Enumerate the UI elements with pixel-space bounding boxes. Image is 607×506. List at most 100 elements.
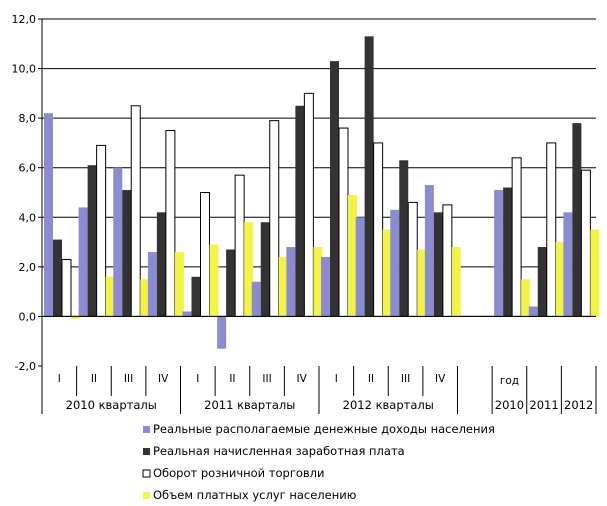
bar — [442, 204, 453, 317]
bar — [494, 190, 504, 317]
bar — [165, 130, 176, 317]
bar — [546, 142, 557, 317]
bar — [424, 185, 434, 317]
legend-label: Реальная начисленная заработная плата — [153, 444, 405, 458]
category-label: 2011 — [529, 398, 558, 412]
y-axis: -2,0 0,0 2,0 4,0 6,0 8,0 10,0 12,0 — [12, 13, 43, 373]
bar — [555, 242, 565, 317]
bar — [217, 316, 227, 349]
category-label: IV — [435, 373, 446, 385]
y-tick-label: 12,0 — [12, 13, 37, 26]
bar — [44, 113, 53, 317]
bar — [122, 190, 132, 317]
bar — [303, 92, 314, 317]
bar — [269, 120, 280, 317]
bar — [200, 192, 210, 317]
bar — [417, 249, 427, 317]
bar — [61, 258, 72, 317]
bar — [174, 251, 184, 317]
bar — [373, 142, 384, 317]
bar — [399, 160, 409, 317]
bar — [537, 247, 547, 317]
bar — [113, 167, 123, 317]
bar — [260, 222, 270, 317]
bar — [528, 306, 538, 317]
legend-swatch — [143, 448, 150, 455]
y-tick-label: 6,0 — [19, 162, 37, 175]
bar — [433, 212, 443, 317]
bar — [96, 144, 107, 317]
bar — [348, 194, 357, 317]
extra-label: год — [500, 375, 519, 387]
bar — [580, 169, 591, 317]
bar — [226, 249, 236, 317]
bar — [191, 276, 201, 317]
y-tick-label: 0,0 — [19, 310, 37, 323]
category-label: III — [262, 373, 271, 385]
bar — [53, 239, 62, 317]
group-label: 2012 кварталы — [343, 398, 434, 412]
bar — [140, 279, 150, 317]
category-label: 2010 — [495, 398, 524, 412]
bar — [572, 123, 582, 317]
bar — [503, 187, 513, 317]
category-label: IV — [297, 373, 308, 385]
y-tick-label: 10,0 — [12, 63, 37, 76]
bar — [209, 244, 219, 317]
bar — [313, 247, 323, 317]
bar — [364, 36, 374, 317]
bar — [338, 127, 349, 317]
legend-swatch — [143, 492, 150, 499]
category-label: II — [91, 373, 97, 385]
bar — [130, 105, 141, 317]
bar — [87, 165, 97, 317]
category-label: II — [368, 373, 374, 385]
y-tick-label: 4,0 — [19, 211, 37, 224]
legend: Реальные располагаемые денежные доходы н… — [142, 422, 495, 502]
category-label: I — [196, 373, 199, 385]
bar — [244, 222, 254, 317]
bar — [251, 281, 261, 317]
bar — [105, 276, 115, 317]
bar — [321, 256, 330, 317]
bar — [71, 316, 80, 319]
bar — [330, 61, 339, 317]
bar — [278, 256, 288, 317]
bar — [407, 201, 418, 317]
y-tick-label: 8,0 — [19, 112, 37, 125]
bar — [390, 209, 400, 317]
category-label: I — [58, 373, 61, 385]
category-label: 2012 — [564, 398, 593, 412]
bar — [156, 212, 166, 317]
bar — [563, 212, 573, 317]
bar — [521, 279, 531, 317]
legend-swatch — [143, 426, 150, 433]
category-label: III — [124, 373, 133, 385]
category-label: II — [229, 373, 235, 385]
legend-label: Объем платных услуг населению — [153, 488, 357, 502]
bar — [286, 247, 296, 317]
bar — [147, 251, 157, 317]
legend-label: Оборот розничной торговли — [153, 466, 325, 480]
group-label: 2010 кварталы — [66, 398, 157, 412]
bar — [234, 174, 245, 317]
bar — [590, 229, 600, 317]
bar — [182, 311, 192, 317]
bar — [451, 247, 461, 317]
y-tick-label: 2,0 — [19, 261, 37, 274]
category-label: III — [401, 373, 410, 385]
legend-swatch — [142, 469, 151, 478]
group-label: 2011 кварталы — [204, 398, 295, 412]
bar — [78, 207, 88, 317]
category-label: I — [335, 373, 338, 385]
bars — [44, 36, 600, 349]
bar — [511, 157, 522, 317]
y-tick-label: -2,0 — [15, 360, 36, 373]
bar — [382, 229, 392, 317]
legend-label: Реальные располагаемые денежные доходы н… — [153, 422, 495, 436]
bar — [295, 105, 305, 317]
category-label: IV — [158, 373, 169, 385]
bar — [355, 217, 365, 317]
